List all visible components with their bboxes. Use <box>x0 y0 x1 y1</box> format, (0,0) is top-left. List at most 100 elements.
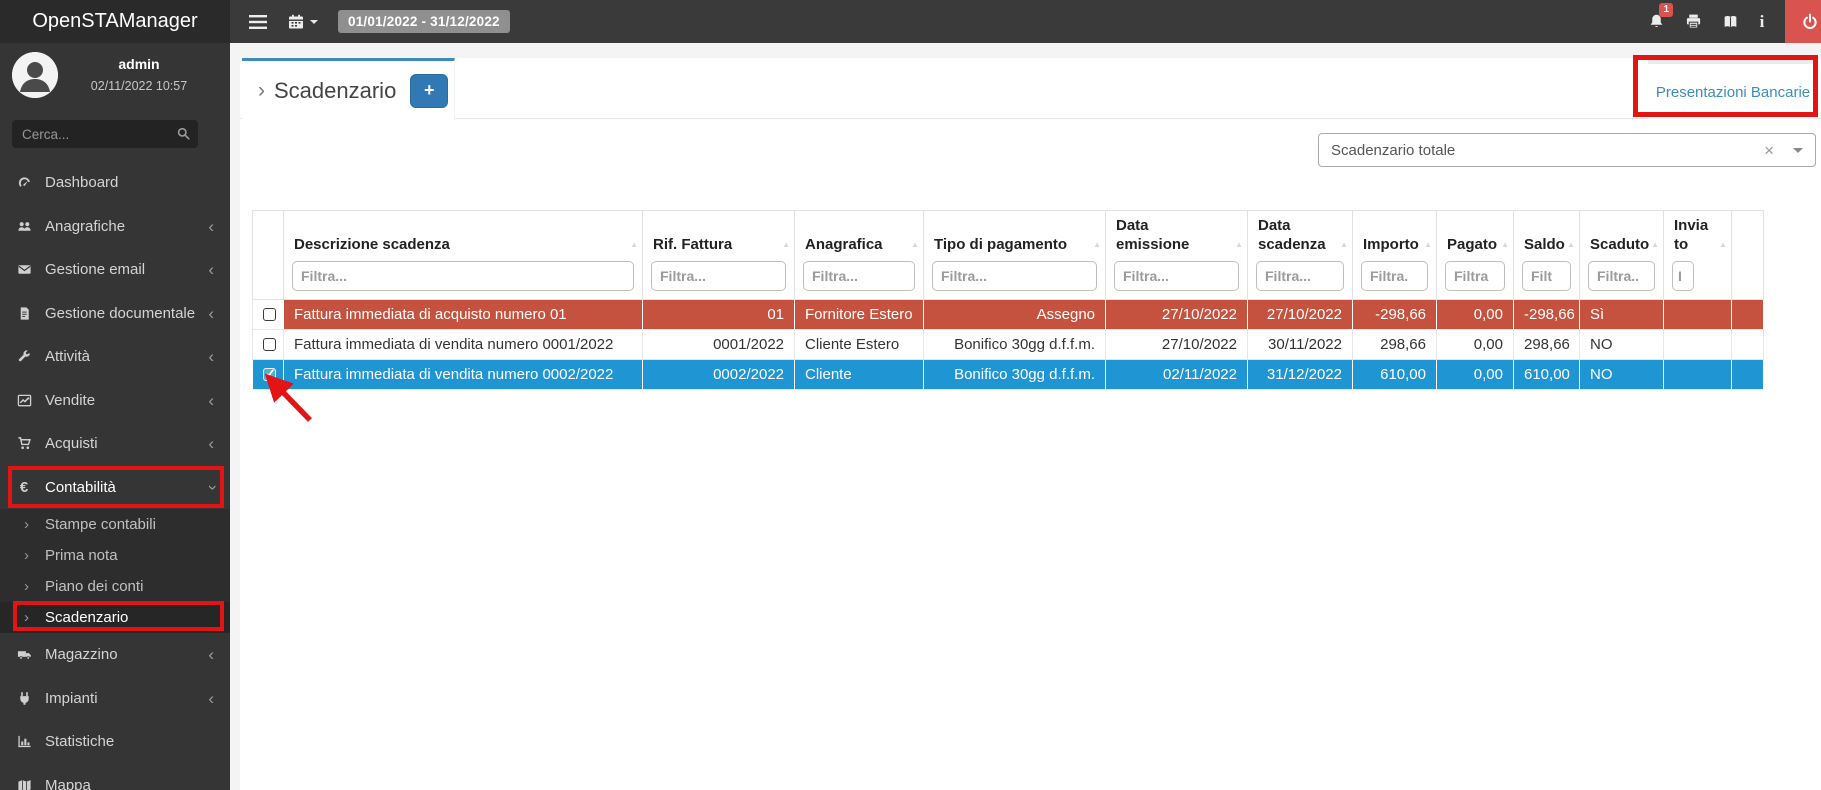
row-checkbox[interactable] <box>263 338 276 352</box>
column-header-inviato[interactable]: Inviato <box>1663 210 1732 300</box>
filter-input-tipo-pagamento[interactable] <box>932 260 1097 291</box>
sidebar-item-label: Magazzino <box>45 646 118 664</box>
sidebar-item-acquisti[interactable]: Acquisti <box>0 422 230 466</box>
cell-scaduto: NO <box>1579 358 1664 390</box>
filter-input-scaduto[interactable] <box>1588 260 1655 291</box>
column-header-spacer <box>1731 210 1764 300</box>
docs-button[interactable] <box>1712 0 1749 43</box>
scadenzario-filter-select[interactable]: Scadenzario totale <box>1318 133 1816 167</box>
sidebar-item-label: Acquisti <box>45 435 98 453</box>
sidebar-item-magazzino[interactable]: Magazzino <box>0 633 230 677</box>
sidebar-subitem-stampe-contabili[interactable]: Stampe contabili <box>0 509 230 540</box>
sidebar-item-vendite[interactable]: Vendite <box>0 379 230 423</box>
tab-scadenzario[interactable]: Scadenzario + <box>242 58 455 120</box>
sidebar-item-statistiche[interactable]: Statistiche <box>0 720 230 764</box>
column-header-scaduto[interactable]: Scaduto <box>1579 210 1664 300</box>
filter-input-inviato[interactable] <box>1672 260 1694 291</box>
cell-rif-fattura: 0002/2022 <box>642 358 795 390</box>
tab-presentazioni-bancarie[interactable]: Presentazioni Bancarie <box>1648 60 1818 120</box>
page-title: Scadenzario <box>274 77 397 103</box>
sidebar-subitem-piano-dei-conti[interactable]: Piano dei conti <box>0 571 230 602</box>
sidebar-subitem-scadenzario[interactable]: Scadenzario <box>0 602 230 633</box>
sort-caret-icon <box>911 240 919 249</box>
cell-anagrafica: Fornitore Estero <box>794 298 924 330</box>
cell-inviato <box>1663 358 1732 390</box>
clear-select-icon[interactable] <box>1764 142 1774 159</box>
plug-icon <box>14 691 34 706</box>
cell-anagrafica: Cliente Estero <box>794 328 924 360</box>
scadenze-table: Descrizione scadenza Rif. Fattura Anagra… <box>252 210 1764 390</box>
chevron-left-icon <box>208 646 214 663</box>
sidebar-item-mappa[interactable]: Mappa <box>0 764 230 790</box>
calendar-button[interactable] <box>288 14 318 30</box>
sidebar-item-gestione-email[interactable]: Gestione email <box>0 248 230 292</box>
presentazioni-bancarie-link[interactable]: Presentazioni Bancarie <box>1655 83 1811 101</box>
search-input[interactable] <box>12 120 198 148</box>
column-header-anagrafica[interactable]: Anagrafica <box>794 210 924 300</box>
sidebar-item-anagrafiche[interactable]: Anagrafiche <box>0 205 230 249</box>
sidebar-item-gestione-documentale[interactable]: Gestione documentale <box>0 292 230 336</box>
column-header-data-scadenza[interactable]: Data scadenza <box>1247 210 1353 300</box>
date-range-badge[interactable]: 01/01/2022 - 31/12/2022 <box>338 10 510 33</box>
users-icon <box>14 219 34 234</box>
row-checkbox-checked[interactable] <box>263 366 276 382</box>
chevron-left-icon <box>208 392 214 409</box>
column-header-pagato[interactable]: Pagato <box>1436 210 1514 300</box>
filter-input-anagrafica[interactable] <box>803 260 915 291</box>
filter-input-pagato[interactable] <box>1445 260 1505 291</box>
column-header-descrizione[interactable]: Descrizione scadenza <box>283 210 643 300</box>
cell-saldo: 298,66 <box>1513 328 1580 360</box>
book-icon <box>1724 15 1737 28</box>
column-header-importo[interactable]: Importo <box>1352 210 1437 300</box>
sidebar-item-contabilita[interactable]: Contabilità <box>0 466 230 510</box>
content-panel: Scadenzario + Presentazioni Bancarie Sca… <box>240 58 1821 790</box>
sidebar-item-label: Vendite <box>45 391 96 409</box>
table-row[interactable]: Fattura immediata di vendita numero 0001… <box>252 328 1764 360</box>
filter-input-importo[interactable] <box>1361 260 1428 291</box>
filter-input-saldo[interactable] <box>1522 260 1571 291</box>
user-datetime: 02/11/2022 10:57 <box>90 79 188 93</box>
cart-icon <box>14 436 34 451</box>
chevron-left-icon <box>208 218 214 235</box>
filter-input-data-scadenza[interactable] <box>1256 260 1344 291</box>
filter-input-rif-fattura[interactable] <box>651 260 786 291</box>
chart-line-icon <box>14 393 34 408</box>
column-header-data-emissione[interactable]: Data emissione <box>1105 210 1248 300</box>
sort-caret-icon <box>1719 240 1727 249</box>
print-button[interactable] <box>1675 0 1712 43</box>
row-checkbox[interactable] <box>263 308 276 322</box>
sidebar-item-dashboard[interactable]: Dashboard <box>0 161 230 205</box>
sidebar-subitem-label: Piano dei conti <box>45 578 144 595</box>
cell-anagrafica: Cliente <box>794 358 924 390</box>
cell-importo: 298,66 <box>1352 328 1437 360</box>
sidebar-item-attivita[interactable]: Attività <box>0 335 230 379</box>
column-header-tipo-pagamento[interactable]: Tipo di pagamento <box>923 210 1106 300</box>
cell-rif-fattura: 01 <box>642 298 795 330</box>
sidebar-toggle-button[interactable] <box>240 0 276 43</box>
select-caret-icon <box>1793 148 1803 158</box>
cell-data-scadenza: 30/11/2022 <box>1247 328 1353 360</box>
cell-saldo: 610,00 <box>1513 358 1580 390</box>
column-header-rif-fattura[interactable]: Rif. Fattura <box>642 210 795 300</box>
table-row-overdue[interactable]: Fattura immediata di acquisto numero 01 … <box>252 298 1764 330</box>
cell-scaduto: NO <box>1579 328 1664 360</box>
cell-importo: 610,00 <box>1352 358 1437 390</box>
column-header-saldo[interactable]: Saldo <box>1513 210 1580 300</box>
cell-data-scadenza: 31/12/2022 <box>1247 358 1353 390</box>
filter-input-data-emissione[interactable] <box>1114 260 1239 291</box>
table-row-selected[interactable]: Fattura immediata di vendita numero 0002… <box>252 358 1764 390</box>
topbar: OpenSTAManager 01/01/2022 - 31/12/2022 <box>0 0 1821 43</box>
sidebar: admin 02/11/2022 10:57 Dashboard <box>0 43 230 790</box>
main-content: Scadenzario + Presentazioni Bancarie Sca… <box>230 43 1821 790</box>
cell-data-emissione: 02/11/2022 <box>1105 358 1248 390</box>
filter-input-descrizione[interactable] <box>292 260 634 291</box>
add-record-button[interactable]: + <box>410 73 449 108</box>
power-icon <box>1803 13 1817 29</box>
user-avatar-icon <box>12 52 58 98</box>
info-button[interactable] <box>1749 0 1775 43</box>
notifications-button[interactable]: 1 <box>1638 0 1675 43</box>
sidebar-item-label: Mappa <box>45 776 91 790</box>
logout-button[interactable] <box>1785 0 1821 43</box>
sidebar-item-impianti[interactable]: Impianti <box>0 677 230 721</box>
sidebar-subitem-prima-nota[interactable]: Prima nota <box>0 540 230 571</box>
